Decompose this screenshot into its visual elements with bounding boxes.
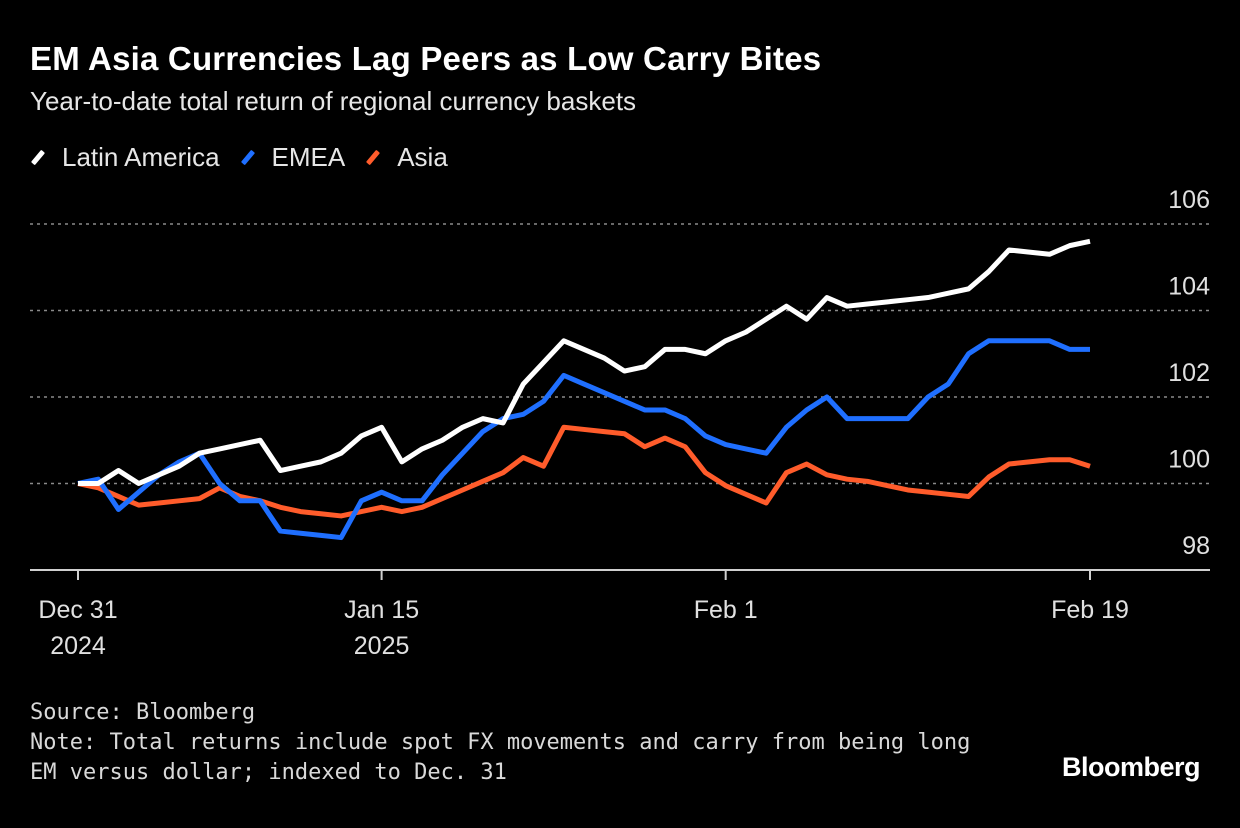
y-tick-label: 98 (1182, 532, 1210, 560)
y-tick-label: 102 (1168, 359, 1210, 387)
note-line-1: Note: Total returns include spot FX move… (30, 730, 971, 755)
x-tick-label: Jan 15 (344, 596, 419, 624)
y-tick-label: 104 (1168, 273, 1210, 301)
legend-item-emea: EMEA (240, 142, 346, 173)
chart-title: EM Asia Currencies Lag Peers as Low Carr… (30, 40, 822, 77)
x-tick-label: 2024 (50, 632, 106, 660)
legend-label: Asia (397, 142, 448, 172)
chart-subtitle: Year-to-date total return of regional cu… (30, 86, 637, 116)
legend: Latin America EMEA Asia (30, 142, 468, 173)
x-tick-label: 2025 (354, 632, 410, 660)
x-tick-label: Feb 1 (694, 596, 758, 624)
x-tick-label: Feb 19 (1051, 596, 1129, 624)
brand-logo: Bloomberg (1061, 752, 1201, 782)
legend-item-latin-america: Latin America (30, 142, 220, 173)
series-line-emea (77, 338, 1090, 541)
series-line-asia (77, 424, 1091, 519)
series-line-latin-america (78, 238, 1091, 486)
legend-label: EMEA (271, 142, 346, 172)
footer-notes: Source: Bloomberg Note: Total returns in… (30, 698, 970, 788)
legend-label: Latin America (62, 142, 220, 172)
y-tick-label: 106 (1168, 186, 1210, 214)
legend-item-asia: Asia (365, 142, 448, 173)
note-line-2: EM versus dollar; indexed to Dec. 31 (30, 760, 507, 785)
x-tick-label: Dec 31 (38, 596, 117, 624)
source-note: Source: Bloomberg (30, 700, 256, 725)
y-tick-label: 100 (1168, 446, 1210, 474)
